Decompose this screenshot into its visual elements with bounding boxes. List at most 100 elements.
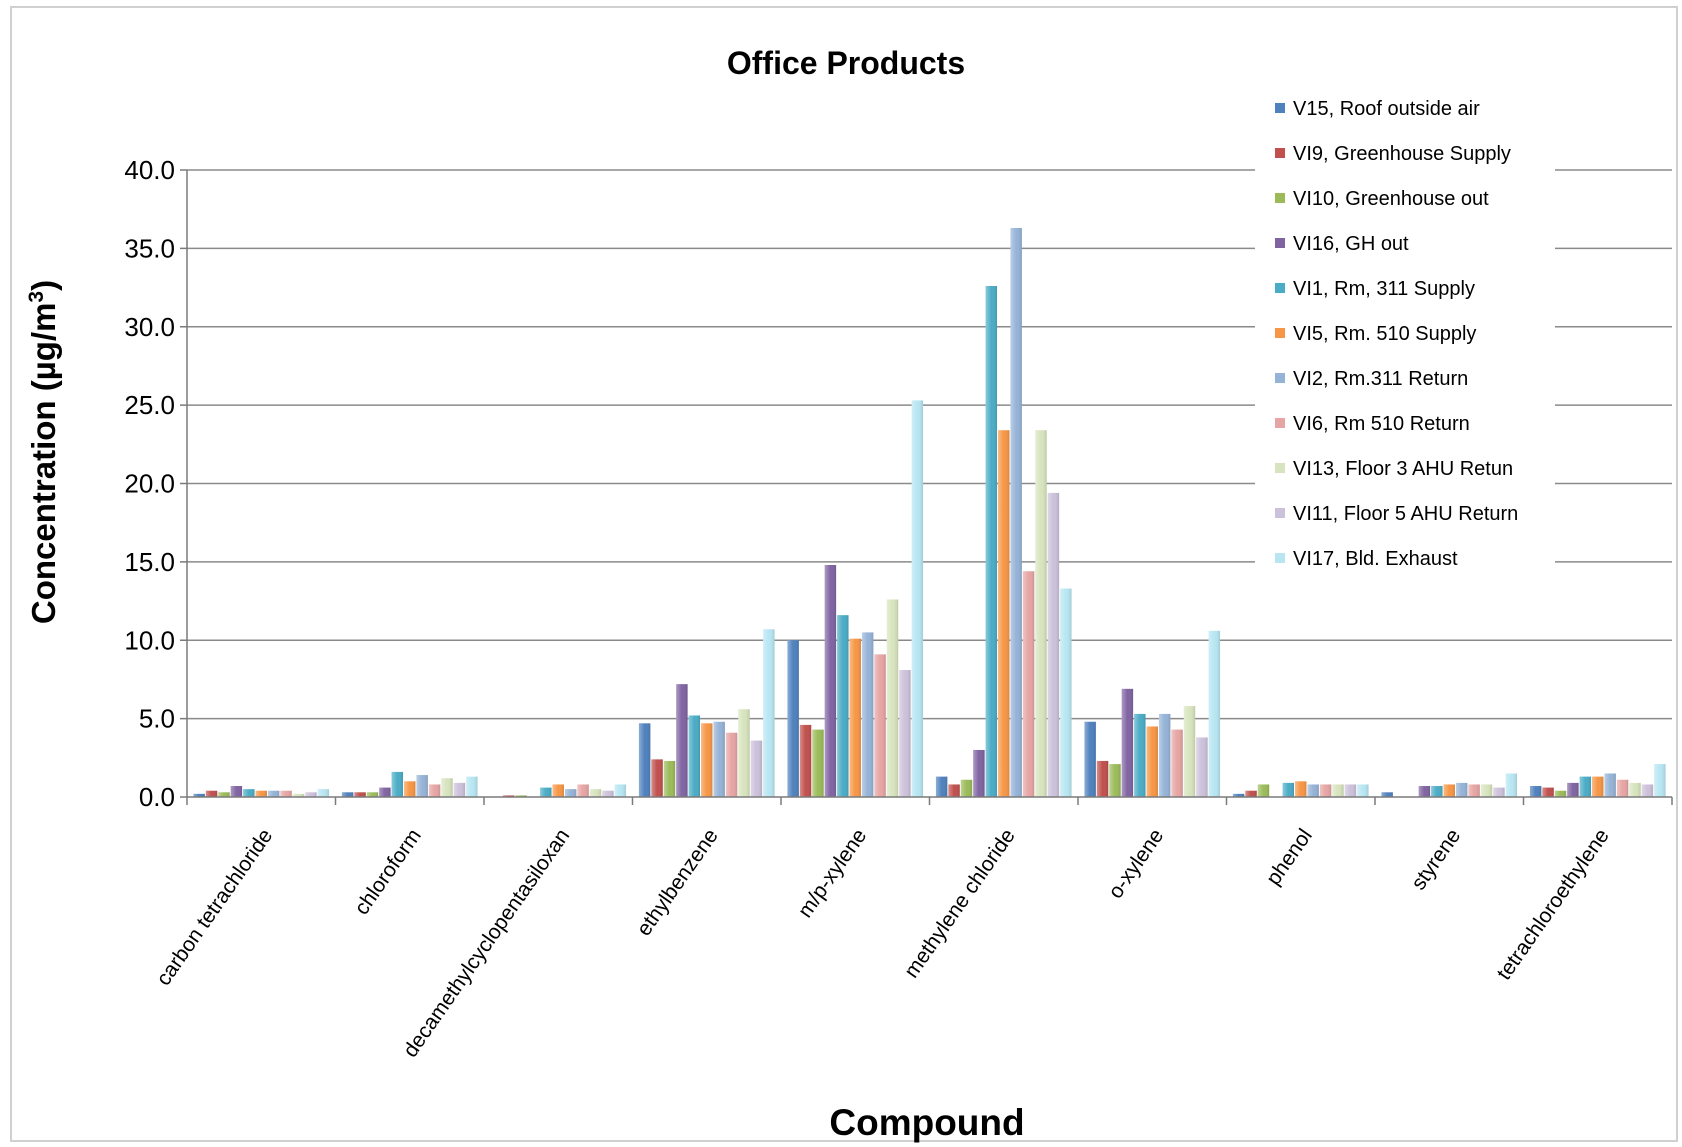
y-axis-label-end: ) — [25, 280, 62, 291]
bar-shading — [602, 790, 614, 797]
legend-swatch — [1275, 463, 1285, 473]
x-tick-label: o-xylene — [1104, 825, 1168, 903]
bar-shading — [453, 782, 466, 797]
bar-shading — [552, 784, 564, 797]
bar-shading — [1208, 630, 1221, 797]
bar-shading — [799, 724, 812, 797]
bar-shading — [1443, 784, 1455, 797]
bar-shading — [1480, 784, 1493, 797]
bar-shading — [354, 792, 366, 797]
bar-shading — [1295, 781, 1307, 797]
bar-shading — [1134, 713, 1146, 797]
bar-shading — [1196, 737, 1208, 797]
bar-shading — [1629, 782, 1641, 797]
bar-shading — [1146, 726, 1158, 797]
x-tick-label: m/p-xylene — [794, 825, 872, 922]
y-axis-ticks: 0.0 5.0 10.0 15.0 20.0 25.0 30.0 35.0 40.0 — [124, 155, 175, 812]
y-tick-label: 25.0 — [124, 390, 175, 420]
bar-shading — [960, 779, 973, 797]
legend-entry: VI9, Greenhouse Supply — [1293, 143, 1511, 165]
bar-shading — [564, 789, 577, 797]
x-tick-label: styrene — [1407, 825, 1465, 895]
bar-shading — [1060, 588, 1072, 797]
bar-shading — [663, 760, 676, 797]
bar-shading — [1245, 790, 1257, 797]
bar-shading — [1579, 776, 1592, 797]
legend-entry: VI10, Greenhouse out — [1293, 188, 1489, 210]
bar-shading — [1542, 787, 1554, 797]
bar-shading — [515, 795, 527, 797]
legend-entry: VI6, Rm 510 Return — [1293, 413, 1470, 435]
bar-shading — [280, 790, 292, 797]
bar-shading — [738, 709, 750, 797]
legend-entry: VI1, Rm, 311 Supply — [1293, 278, 1475, 300]
bar-shading — [292, 793, 305, 797]
bar-shading — [1468, 784, 1480, 797]
bar-shading — [441, 778, 453, 797]
legend-swatch — [1275, 238, 1285, 248]
x-tick-label: chloroform — [350, 825, 426, 919]
bar-shading — [985, 285, 998, 797]
bar-shading — [651, 759, 663, 797]
bar-shading — [1183, 706, 1196, 797]
bar-shading — [1654, 764, 1666, 797]
bar-shading — [255, 790, 267, 797]
y-tick-label: 40.0 — [124, 155, 175, 185]
bar-shading — [1096, 760, 1109, 797]
bar-shading — [193, 793, 205, 797]
bar-shading — [589, 789, 602, 797]
bar-shading — [540, 787, 552, 797]
bar-shading — [267, 790, 280, 797]
bar-shading — [1616, 779, 1629, 797]
bar-shading — [1641, 784, 1654, 797]
bar-shading — [948, 784, 960, 797]
y-tick-label: 30.0 — [124, 312, 175, 342]
legend-entry: VI16, GH out — [1293, 233, 1409, 255]
bar-shading — [230, 786, 243, 797]
bar-shading — [428, 784, 441, 797]
legend-entry: VI13, Floor 3 AHU Retun — [1293, 458, 1513, 480]
bar-shading — [911, 400, 924, 797]
bar-shading — [1022, 571, 1035, 797]
axes — [180, 169, 1673, 805]
bar-shading — [416, 775, 428, 797]
bar-shading — [849, 638, 861, 797]
y-tick-label: 10.0 — [124, 625, 175, 655]
legend-swatch — [1275, 193, 1285, 203]
bar-shading — [1431, 786, 1443, 797]
bar-shading — [935, 776, 948, 797]
x-tick-label: tetrachloroethylene — [1493, 825, 1614, 985]
bar-shading — [1357, 784, 1369, 797]
legend-entry: VI11, Floor 5 AHU Return — [1293, 503, 1518, 525]
bar-shading — [1109, 764, 1121, 797]
bar-shading — [1171, 729, 1183, 797]
bar-shading — [1592, 776, 1604, 797]
legend-swatch — [1275, 418, 1285, 428]
bar-shading — [379, 787, 391, 797]
bar-shading — [1332, 784, 1344, 797]
legend-swatch — [1275, 508, 1285, 518]
bar-shading — [1505, 773, 1518, 797]
x-tick-label: decamethylcyclopentasiloxan — [399, 825, 575, 1062]
bar-shading — [824, 565, 837, 797]
bar-shading — [218, 792, 230, 797]
bar-shading — [1035, 430, 1047, 797]
bar-shading — [305, 792, 317, 797]
bar-shading — [1604, 773, 1616, 797]
legend-entry: VI5, Rm. 510 Supply — [1293, 323, 1476, 345]
x-tick-label: ethylbenzene — [632, 825, 723, 941]
bar-shading — [341, 792, 354, 797]
bar-shading — [1319, 784, 1332, 797]
bar-shading — [886, 599, 899, 797]
bar-shading — [763, 629, 775, 797]
legend-swatch — [1275, 148, 1285, 158]
bar-shading — [899, 670, 911, 797]
bar-shading — [577, 784, 589, 797]
bar-shading — [205, 790, 218, 797]
bar-shading — [1381, 792, 1393, 797]
x-tick-label: phenol — [1262, 825, 1317, 890]
bar-shading — [787, 640, 799, 797]
bar-shading — [713, 721, 725, 797]
legend-entry: VI17, Bld. Exhaust — [1293, 548, 1458, 570]
